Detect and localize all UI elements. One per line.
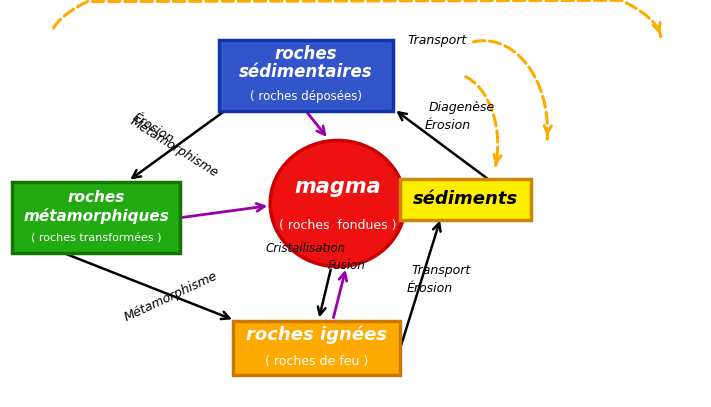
Ellipse shape (270, 140, 405, 267)
Text: Érosion: Érosion (425, 119, 471, 132)
Text: Transport: Transport (411, 264, 471, 277)
Text: magma: magma (294, 177, 381, 197)
Text: Transport: Transport (407, 34, 467, 47)
Text: ( roches  fondues ): ( roches fondues ) (279, 219, 397, 232)
Text: roches: roches (68, 190, 124, 205)
Text: roches: roches (274, 45, 337, 63)
Text: ( roches transformées ): ( roches transformées ) (31, 233, 161, 243)
Text: sédimentaires: sédimentaires (239, 63, 373, 81)
FancyBboxPatch shape (219, 40, 392, 111)
Text: Métamorphisme: Métamorphisme (122, 270, 220, 324)
Text: ( roches de feu ): ( roches de feu ) (264, 355, 368, 368)
FancyBboxPatch shape (13, 182, 179, 253)
Text: Érosion: Érosion (407, 282, 453, 295)
FancyBboxPatch shape (233, 321, 400, 375)
Text: roches ignées: roches ignées (246, 326, 387, 344)
Text: ( roches déposées): ( roches déposées) (250, 90, 362, 103)
Text: Métamorphisme: Métamorphisme (128, 115, 220, 180)
Text: sédiments: sédiments (413, 190, 518, 208)
Text: métamorphiques: métamorphiques (23, 208, 169, 224)
Text: Cristallisation: Cristallisation (266, 242, 346, 255)
Text: Érosion: Érosion (130, 110, 176, 146)
FancyBboxPatch shape (400, 179, 532, 220)
Text: Diagenèse: Diagenèse (429, 101, 496, 114)
Text: Fusion: Fusion (327, 259, 365, 272)
